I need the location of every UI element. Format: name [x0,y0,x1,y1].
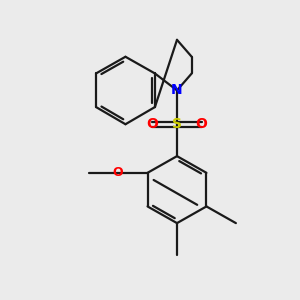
Text: S: S [172,117,182,131]
Text: O: O [113,166,123,179]
Text: N: N [171,83,183,98]
Text: O: O [196,117,208,131]
Text: O: O [146,117,158,131]
